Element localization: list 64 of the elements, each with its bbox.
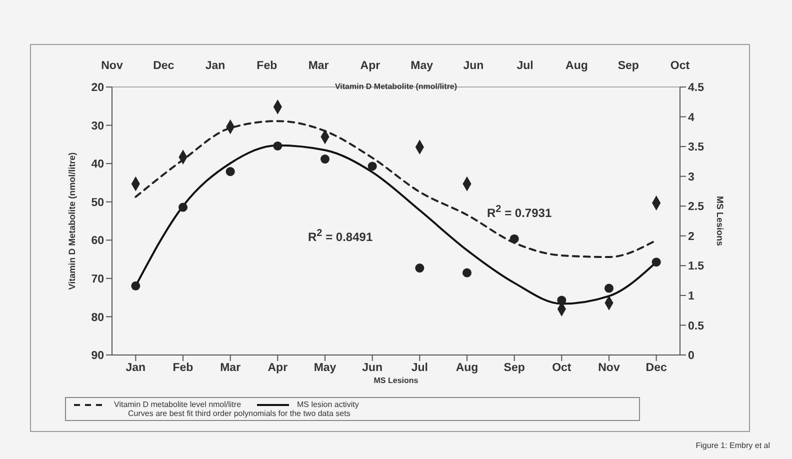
annotation: R$^{2}$ = 0.7931 <box>487 204 552 220</box>
x-tick-label: Jul <box>411 362 428 374</box>
x-tick-label: Apr <box>268 362 288 374</box>
y2-tick-label: 1 <box>688 290 695 303</box>
y2-axis-title: MS Lesions <box>714 196 725 246</box>
y2-tick-label: 3.5 <box>688 142 705 154</box>
y-tick-label: 20 <box>91 82 104 94</box>
y2-tick-label: 4 <box>688 112 695 124</box>
y2-tick-label: 0 <box>688 350 694 362</box>
x-tick-label: May <box>314 362 337 374</box>
x-tick-label: Feb <box>172 362 194 374</box>
point <box>226 167 235 176</box>
y2-tick-label: 4.5 <box>688 82 705 94</box>
x2-axis-title: Vitamin D Metabolite (nmol/litre) <box>334 82 458 91</box>
text: Feb <box>256 60 278 72</box>
caption: Figure 1: Embry et al <box>696 441 770 450</box>
y2-tick-label: 3 <box>688 171 694 184</box>
y2-tick-label: 0.5 <box>688 320 705 332</box>
point <box>368 162 377 171</box>
text: Jul <box>516 60 534 72</box>
y-tick-label: 60 <box>91 235 104 248</box>
text: Jan <box>205 60 226 72</box>
x-tick-label: Oct <box>552 362 572 374</box>
text: Sep <box>618 60 639 72</box>
y-tick-label: 30 <box>91 120 104 132</box>
text: Jun <box>463 60 484 72</box>
text: Oct <box>670 60 690 72</box>
y-tick-label: 70 <box>91 274 104 286</box>
x-axis-title: MS Lesions <box>374 376 419 385</box>
y-tick-label: 80 <box>91 312 104 324</box>
text: May <box>410 60 434 72</box>
point <box>604 284 614 293</box>
point <box>273 141 282 150</box>
x-tick-label: Aug <box>456 362 478 374</box>
point <box>510 234 519 244</box>
x-tick-label: Dec <box>646 362 668 374</box>
text: Aug <box>566 60 588 72</box>
y2-tick-label: 1.5 <box>688 260 705 273</box>
text: Dec <box>153 60 175 72</box>
x-tick-label: Jan <box>126 362 146 374</box>
point <box>652 258 661 267</box>
legend-label: MS lesion activity <box>297 400 359 409</box>
text: Nov <box>101 60 124 72</box>
x-tick-label: Nov <box>598 362 620 374</box>
y-tick-label: 90 <box>91 350 104 362</box>
y-tick-label: 50 <box>91 196 104 209</box>
x-tick-label: Mar <box>220 362 242 374</box>
point <box>462 268 472 278</box>
legend-label: Vitamin D metabolite level nmol/litre <box>114 400 242 409</box>
y-axis-title: Vitamin D Metabolite (nmol/litre) <box>67 152 78 290</box>
text: Curves are best fit third order polynomials for the two data sets <box>127 409 352 418</box>
point <box>178 202 188 212</box>
text: Mar <box>308 60 330 72</box>
y-tick-label: 40 <box>91 158 104 171</box>
annotation: R$^{2}$ = 0.8491 <box>308 228 373 244</box>
point <box>557 296 566 305</box>
y2-tick-label: 2 <box>688 230 694 243</box>
point <box>131 281 140 290</box>
x-tick-label: Jun <box>362 362 383 374</box>
text: Apr <box>360 60 381 72</box>
x-tick-label: Sep <box>504 362 525 374</box>
point <box>320 154 330 164</box>
y2-tick-label: 2.5 <box>688 201 705 214</box>
point <box>415 264 424 273</box>
